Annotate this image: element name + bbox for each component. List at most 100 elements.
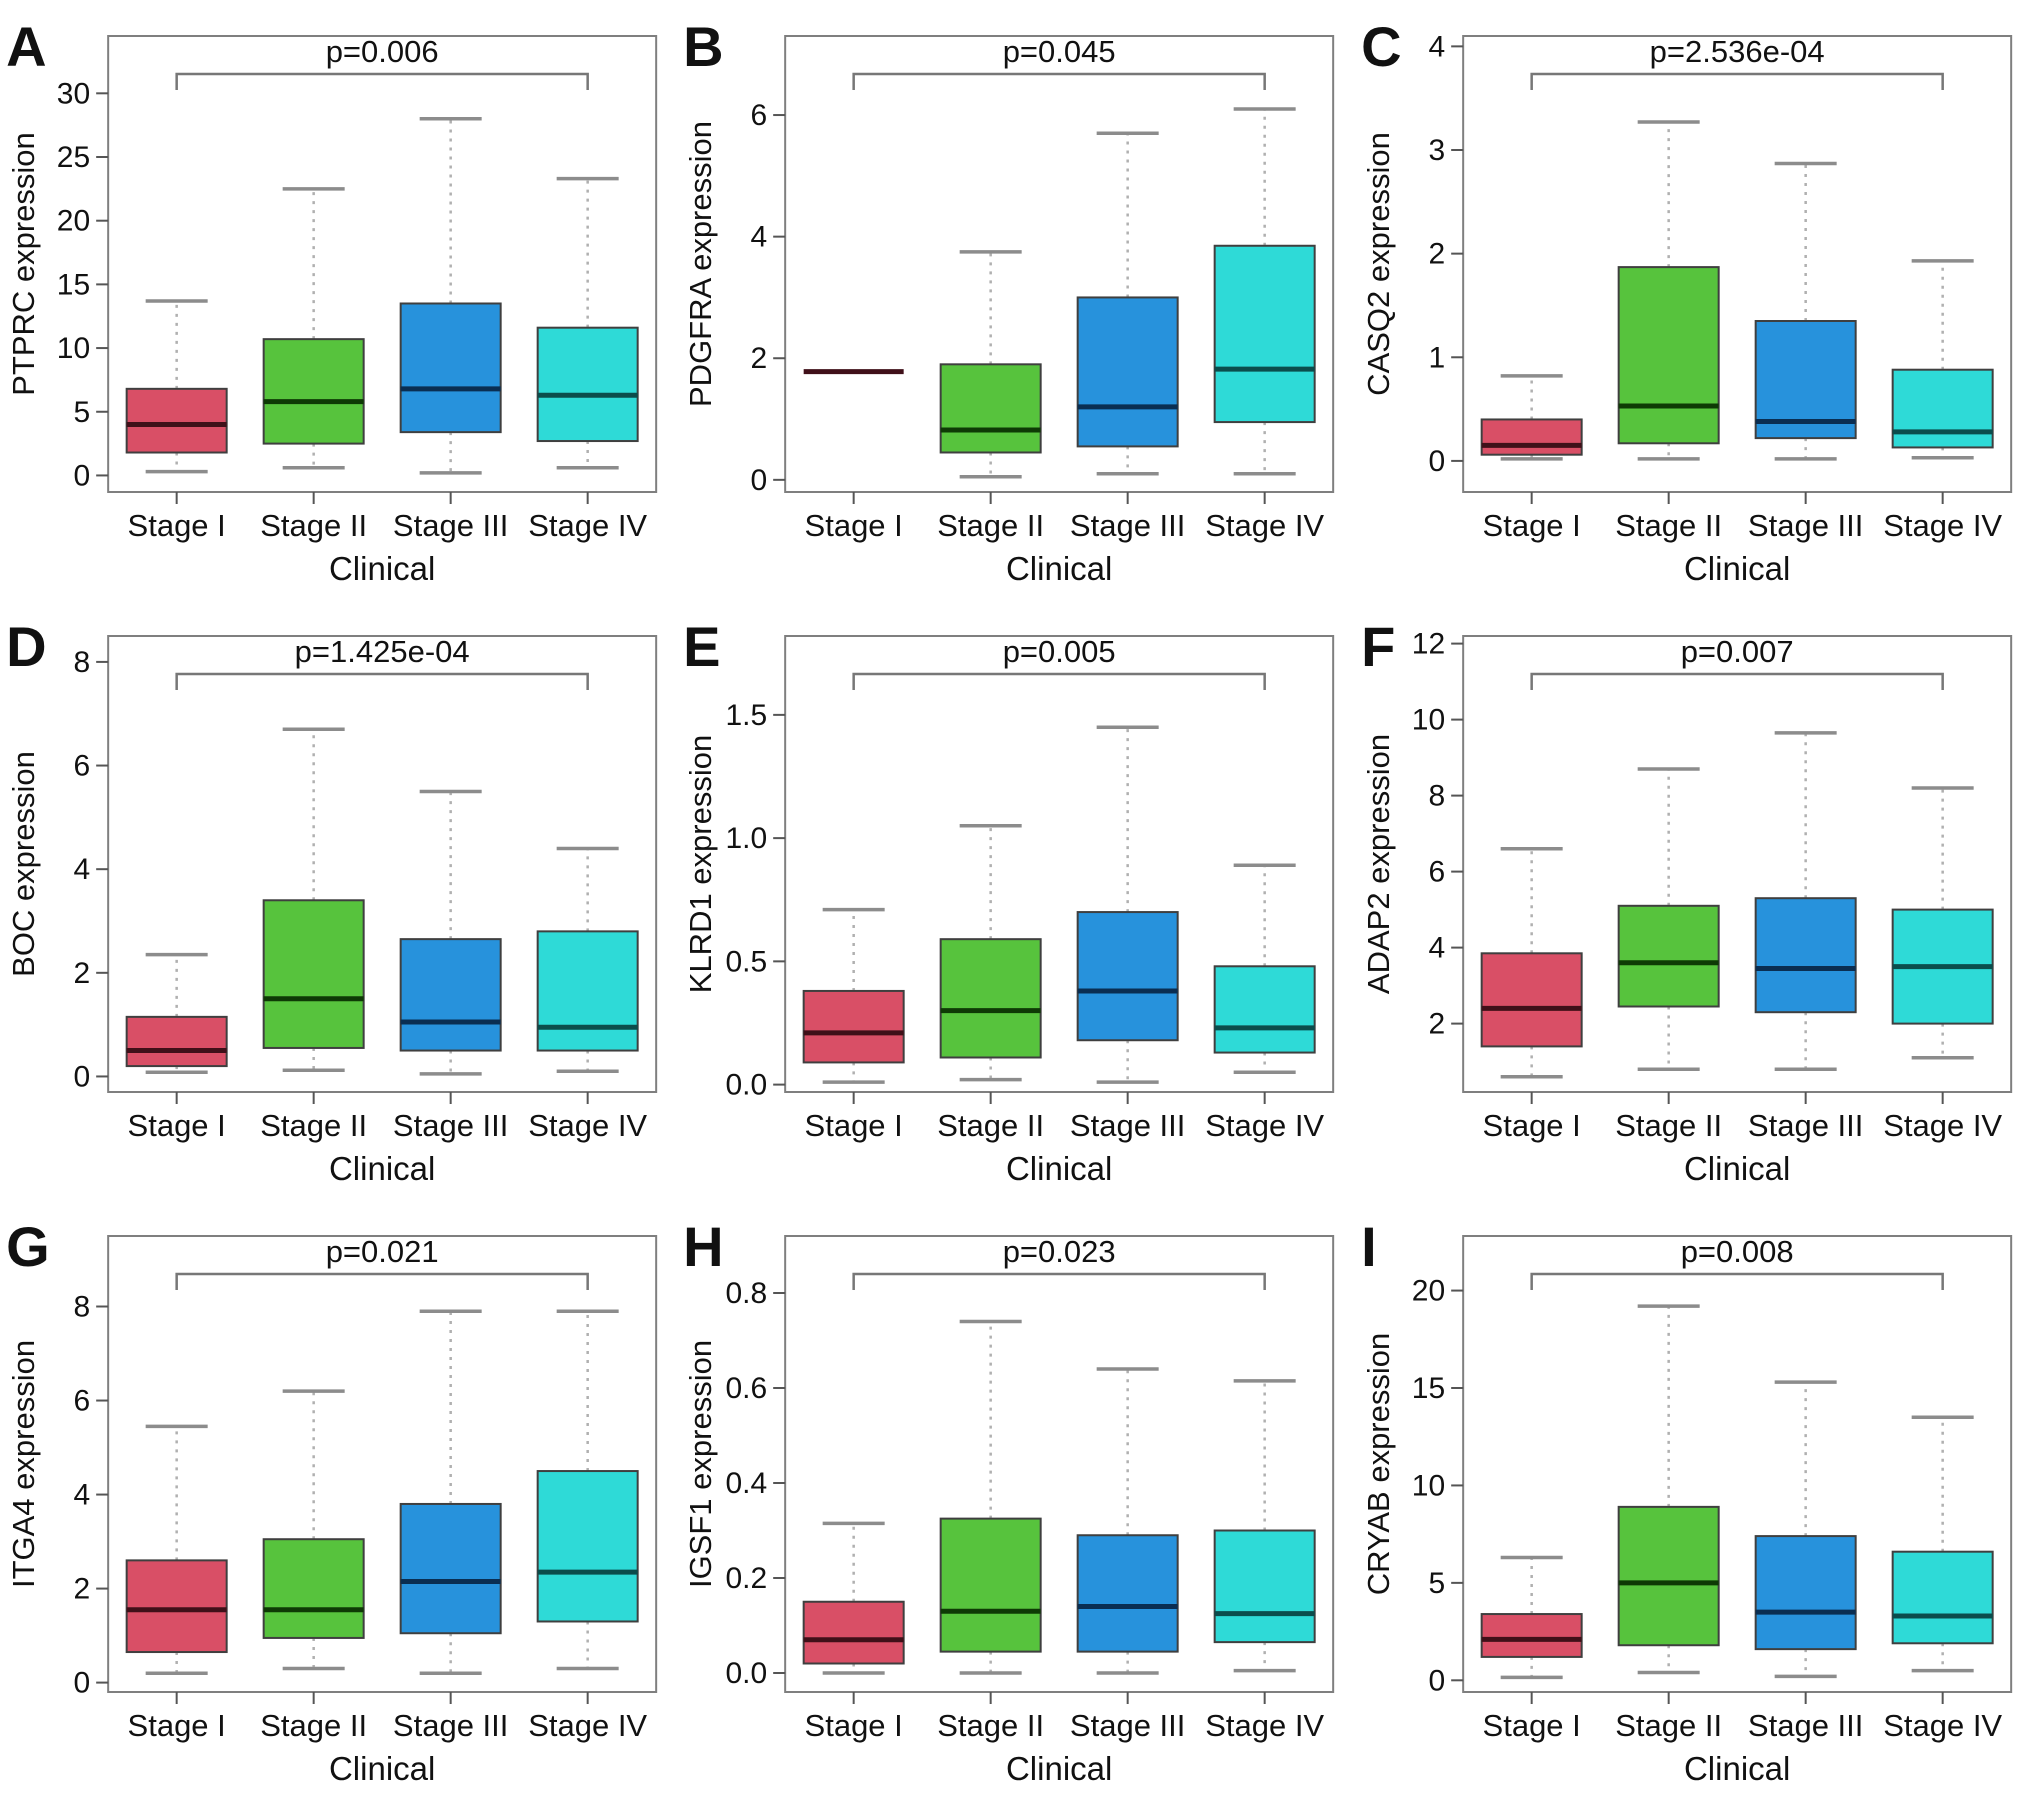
y-tick-label: 1.0 xyxy=(726,822,768,855)
x-tick-label-stage-ii: Stage II xyxy=(260,508,367,543)
y-tick-label: 30 xyxy=(57,77,90,110)
x-tick-label-stage-iv: Stage IV xyxy=(1206,1108,1325,1143)
y-axis-title: ADAP2 expression xyxy=(1361,734,1396,994)
y-tick-label: 8 xyxy=(73,1291,90,1324)
x-tick-label-stage-iv: Stage IV xyxy=(1883,1108,2002,1143)
boxplot-stage-iii xyxy=(1076,1367,1179,1675)
significance-bracket xyxy=(852,672,1267,690)
boxplot-stage-iii xyxy=(1076,725,1179,1084)
panel-letter: D xyxy=(6,615,46,678)
x-tick-label-stage-ii: Stage II xyxy=(938,508,1045,543)
boxplot-svg-C: C CASQ2 expression 0 1 2 3 4 p=2.536e-04 Stage I… xyxy=(1361,15,2012,587)
iqr-box xyxy=(1891,368,1994,449)
boxplot-svg-E: E KLRD1 expression 0.0 0.5 1.0 1.5 p=0.005 Stag… xyxy=(683,615,1335,1187)
x-tick-label-stage-iv: Stage IV xyxy=(528,1108,647,1143)
x-tick-label-stage-iii: Stage III xyxy=(1070,508,1185,543)
x-axis-title: Clinical xyxy=(1684,1750,1790,1787)
boxplot-stage-iv xyxy=(536,1309,639,1671)
y-tick-label: 0 xyxy=(73,459,90,492)
panel-I: I CRYAB expression 0 5 10 15 20 p=0.008 Stage I S… xyxy=(1355,1200,2032,1800)
boxplot-stage-ii xyxy=(939,824,1042,1082)
y-tick-label: 1.5 xyxy=(726,699,768,732)
y-tick-label: 5 xyxy=(73,396,90,429)
x-tick-label-stage-iv: Stage IV xyxy=(1883,508,2002,543)
boxplot-stage-iv xyxy=(1891,786,1994,1060)
y-tick-label: 10 xyxy=(57,332,90,365)
boxplot-svg-I: I CRYAB expression 0 5 10 15 20 p=0.008 Stage I S… xyxy=(1361,1215,2012,1787)
panel-F: F ADAP2 expression 2 4 6 8 10 12 p=0.007 Stage I S… xyxy=(1355,600,2032,1200)
x-axis-title: Clinical xyxy=(1684,1150,1790,1187)
iqr-box xyxy=(939,1517,1042,1653)
panel-letter: A xyxy=(6,15,46,78)
panel-letter: G xyxy=(6,1215,50,1278)
boxplot-stage-iv xyxy=(1891,259,1994,460)
boxplot-svg-D: D BOC expression 0 2 4 6 8 p=1.425e-04 Stage I St… xyxy=(6,615,658,1187)
iqr-box xyxy=(1754,1535,1857,1651)
y-tick-label: 2 xyxy=(1428,1008,1445,1041)
y-tick-label: 20 xyxy=(1411,1275,1444,1308)
boxplot-stage-ii xyxy=(939,250,1042,479)
significance-bracket xyxy=(175,72,589,90)
boxplot-svg-G: G ITGA4 expression 0 2 4 6 8 p=0.021 Stage I Stag… xyxy=(6,1215,658,1787)
x-tick-label-stage-i: Stage I xyxy=(805,1108,903,1143)
boxplot-stage-ii xyxy=(939,1319,1042,1675)
iqr-box xyxy=(1754,897,1857,1014)
x-tick-label-stage-iii: Stage III xyxy=(393,508,508,543)
x-tick-label-stage-iii: Stage III xyxy=(1070,1708,1185,1743)
iqr-box xyxy=(1213,244,1316,424)
x-tick-label-stage-ii: Stage II xyxy=(1615,508,1722,543)
boxplot-stage-iii xyxy=(1754,731,1857,1071)
panel-D: D BOC expression 0 2 4 6 8 p=1.425e-04 Stage I St… xyxy=(0,600,677,1200)
iqr-box xyxy=(1076,296,1179,448)
y-axis-title: CRYAB expression xyxy=(1361,1333,1396,1595)
p-value-label: p=2.536e-04 xyxy=(1649,34,1824,69)
y-axis-title: BOC expression xyxy=(6,751,41,977)
boxplot-stage-i xyxy=(1480,847,1583,1079)
boxplot-stage-ii xyxy=(1617,767,1720,1071)
y-tick-label: 2 xyxy=(73,957,90,990)
iqr-box xyxy=(1754,320,1857,440)
iqr-box xyxy=(399,302,502,434)
boxplot-stage-i xyxy=(1480,1555,1583,1680)
x-tick-label-stage-iii: Stage III xyxy=(1748,508,1863,543)
panel-G: G ITGA4 expression 0 2 4 6 8 p=0.021 Stage I Stag… xyxy=(0,1200,677,1800)
significance-bracket xyxy=(175,672,589,690)
boxplot-stage-i xyxy=(802,1521,905,1675)
iqr-box xyxy=(262,1538,365,1639)
y-tick-label: 0 xyxy=(751,464,768,497)
y-tick-label: 6 xyxy=(751,99,768,132)
boxplot-stage-iv xyxy=(536,846,639,1074)
y-tick-label: 4 xyxy=(751,221,768,254)
panel-letter: B xyxy=(683,15,723,78)
x-axis-title: Clinical xyxy=(1006,1750,1112,1787)
x-axis-title: Clinical xyxy=(1006,1150,1112,1187)
boxplot-stage-iv xyxy=(536,176,639,470)
x-tick-label-stage-ii: Stage II xyxy=(1615,1708,1722,1743)
iqr-box xyxy=(1213,965,1316,1054)
boxplot-stage-iv xyxy=(1891,1415,1994,1673)
y-tick-label: 8 xyxy=(73,646,90,679)
x-tick-label-stage-i: Stage I xyxy=(1482,1108,1580,1143)
panel-letter: E xyxy=(683,615,720,678)
x-tick-label-stage-iv: Stage IV xyxy=(528,1708,647,1743)
y-tick-label: 15 xyxy=(57,268,90,301)
panel-B: B PDGFRA expression 0 2 4 6 p=0.045 Stage I Stag… xyxy=(677,0,1354,600)
boxplot-svg-A: A PTPRC expression 0 5 10 15 20 25 30 p=0.006 Stag… xyxy=(6,15,658,587)
x-tick-label-stage-iv: Stage IV xyxy=(528,508,647,543)
y-tick-label: 4 xyxy=(1428,30,1445,63)
y-axis-title: IGSF1 expression xyxy=(683,1340,718,1588)
significance-bracket xyxy=(852,72,1267,90)
x-tick-label-stage-iii: Stage III xyxy=(1070,1108,1185,1143)
x-tick-label-stage-iv: Stage IV xyxy=(1206,1708,1325,1743)
p-value-label: p=0.006 xyxy=(326,34,439,69)
x-tick-label-stage-iv: Stage IV xyxy=(1883,1708,2002,1743)
iqr-box xyxy=(536,1470,639,1623)
x-axis-title: Clinical xyxy=(329,1750,435,1787)
y-tick-label: 3 xyxy=(1428,134,1445,167)
boxplot-stage-i xyxy=(125,299,228,474)
x-tick-label-stage-iii: Stage III xyxy=(1748,1108,1863,1143)
iqr-box xyxy=(1480,1613,1583,1658)
y-tick-label: 0 xyxy=(1428,445,1445,478)
x-tick-label-stage-iii: Stage III xyxy=(393,1108,508,1143)
iqr-box xyxy=(125,1559,228,1654)
